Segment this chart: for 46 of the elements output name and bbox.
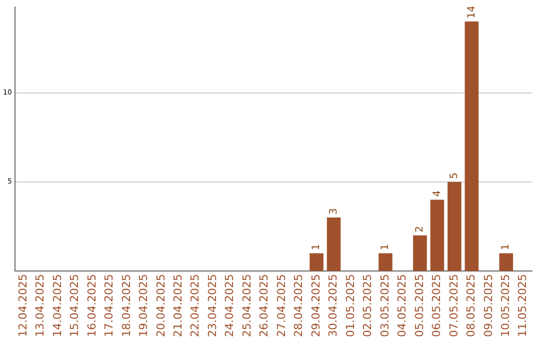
x-tick-label: 30.04.2025 xyxy=(326,274,340,338)
data-label: 1 xyxy=(311,244,322,250)
x-tick-label: 10.05.2025 xyxy=(499,274,512,338)
bar xyxy=(499,253,514,272)
x-tick-label: 09.05.2025 xyxy=(482,274,495,338)
x-tick-label: 24.04.2025 xyxy=(223,274,236,338)
x-tick-label: 08.05.2025 xyxy=(464,274,478,338)
x-tick-label: 17.04.2025 xyxy=(102,274,116,338)
x-tick-label: 15.04.2025 xyxy=(68,274,82,338)
data-label: 5 xyxy=(449,172,460,179)
x-tick-label: 22.04.2025 xyxy=(188,274,202,338)
x-tick-label: 28.04.2025 xyxy=(292,274,306,338)
x-tick-label: 21.04.2025 xyxy=(172,274,185,338)
x-tick-label: 23.04.2025 xyxy=(206,274,219,338)
data-label: 1 xyxy=(380,244,392,250)
data-label: 1 xyxy=(500,244,512,250)
x-tick-label: 12.04.2025 xyxy=(16,274,30,338)
x-tick-label: 13.04.2025 xyxy=(34,274,47,338)
x-tick-label: 06.05.2025 xyxy=(430,274,444,338)
x-tick-label: 03.05.2025 xyxy=(378,274,392,338)
x-tick-label: 29.04.2025 xyxy=(309,274,322,338)
bar xyxy=(378,253,392,272)
data-label: 2 xyxy=(414,226,426,232)
x-tick-label: 16.04.2025 xyxy=(85,274,98,338)
x-tick-label: 01.05.2025 xyxy=(344,274,357,338)
bar xyxy=(430,200,444,272)
x-tick-label: 07.05.2025 xyxy=(447,274,460,338)
data-label: 14 xyxy=(466,6,478,18)
bar xyxy=(464,21,479,272)
x-tick-label: 14.04.2025 xyxy=(50,274,64,338)
x-tick-label: 02.05.2025 xyxy=(361,274,374,338)
x-tick-label: 19.04.2025 xyxy=(137,274,150,338)
x-tick-label: 20.04.2025 xyxy=(154,274,168,338)
bar xyxy=(413,235,427,272)
x-tick-label: 26.04.2025 xyxy=(258,274,271,338)
x-tick-label: 18.04.2025 xyxy=(120,274,133,338)
x-tick-label: 25.04.2025 xyxy=(240,274,254,338)
bar xyxy=(326,218,341,272)
data-label: 4 xyxy=(432,190,443,197)
x-tick-label: 11.05.2025 xyxy=(516,274,530,338)
data-label: 3 xyxy=(328,208,340,215)
x-tick-label: 05.05.2025 xyxy=(412,274,426,338)
bar xyxy=(310,253,324,272)
x-tick-label: 04.05.2025 xyxy=(396,274,409,338)
x-tick-label: 27.04.2025 xyxy=(274,274,288,338)
bar xyxy=(448,182,462,272)
